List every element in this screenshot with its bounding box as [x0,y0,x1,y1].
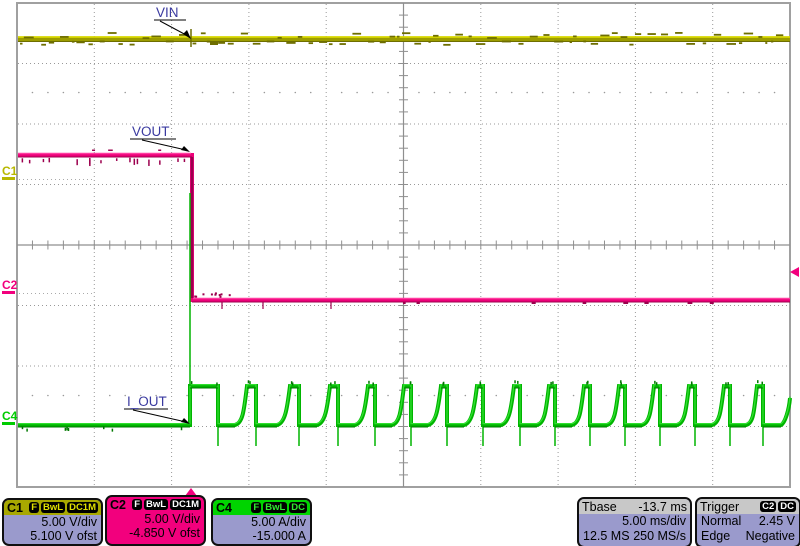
c1-ground-tick [2,177,15,180]
timebase-header: Tbase -13.7 ms [579,499,690,514]
channel-c2-title: C2 F BwL DC1M [107,497,204,512]
c1-badge-bwl: BwL [41,502,66,513]
timebase-samples: 12.5 MS [583,528,630,543]
c1-badge-coupling: DC1M [67,502,98,513]
waveform-display: VIN VOUT I_OUT C1 C2 C4 [2,2,799,496]
svg-text:C4: C4 [2,409,18,423]
timebase-scale: 5.00 ms/div [622,514,686,528]
iout-trace [18,193,792,446]
trigger-level-marker[interactable] [790,267,799,277]
iout-label-group: I_OUT [124,394,190,424]
c4-scale: 5.00 A/div [251,515,306,529]
c4-badge-coupling: DC [289,502,307,513]
trigger-header: Trigger C2 DC [697,499,799,514]
vout-label-group: VOUT [130,124,190,152]
timebase-rate: 250 MS/s [633,528,686,543]
c1-badge-f: F [29,502,40,513]
vin-label: VIN [156,5,179,20]
c2-ground-marker[interactable]: C2 [2,278,18,294]
trigger-label: Trigger [700,499,740,514]
c2-badge-bwl: BwL [144,499,169,510]
trigger-level: 2.45 V [758,514,795,528]
channel-box-c4[interactable]: C4 F BwL DC 5.00 A/div -15.000 A [211,498,312,546]
trigger-position-marker[interactable] [185,488,197,496]
graticule [16,2,791,488]
svg-text:C2: C2 [2,278,18,292]
trigger-mode: Normal [701,514,742,528]
c2-offset: -4.850 V ofst [129,526,200,540]
c4-badge-bwl: BwL [263,502,288,513]
vout-label: VOUT [132,124,170,139]
c1-scale: 5.00 V/div [41,515,97,529]
c2-badge-f: F [132,499,143,510]
vin-label-group: VIN [154,5,191,39]
svg-text:C1: C1 [2,164,18,178]
channel-c1-title: C1 F BwL DC1M [4,500,101,515]
timebase-box[interactable]: Tbase -13.7 ms 5.00 ms/div 12.5 MS 250 M… [577,497,692,546]
iout-label: I_OUT [127,394,167,409]
c4-offset: -15.000 A [252,529,306,543]
trigger-type: Edge [701,528,731,543]
vin-trace [18,29,790,47]
trigger-slope: Negative [745,528,795,543]
c4-badge-f: F [251,502,262,513]
channel-box-c2[interactable]: C2 F BwL DC1M 5.00 V/div -4.850 V ofst [105,495,206,546]
channel-c4-id: C4 [216,500,232,515]
c2-badge-coupling: DC1M [170,499,201,510]
c4-ground-marker[interactable]: C4 [2,409,18,425]
c1-ground-marker[interactable]: C1 [2,164,18,180]
c2-scale: 5.00 V/div [144,512,200,526]
c4-ground-tick [2,422,15,425]
channel-c2-id: C2 [110,497,126,512]
trigger-box[interactable]: Trigger C2 DC Normal 2.45 V Edge Negativ… [695,497,800,546]
c2-ground-tick [2,291,15,294]
c1-offset: 5.100 V ofst [30,529,97,543]
channel-box-c1[interactable]: C1 F BwL DC1M 5.00 V/div 5.100 V ofst [2,498,103,546]
vout-trace [18,149,790,309]
channel-c4-title: C4 F BwL DC [213,500,310,515]
trigger-coupling-badge: DC [778,501,796,512]
channel-c1-id: C1 [7,500,23,515]
timebase-delay: -13.7 ms [638,499,687,514]
trigger-source-badge: C2 [760,501,777,512]
timebase-label: Tbase [582,499,617,514]
